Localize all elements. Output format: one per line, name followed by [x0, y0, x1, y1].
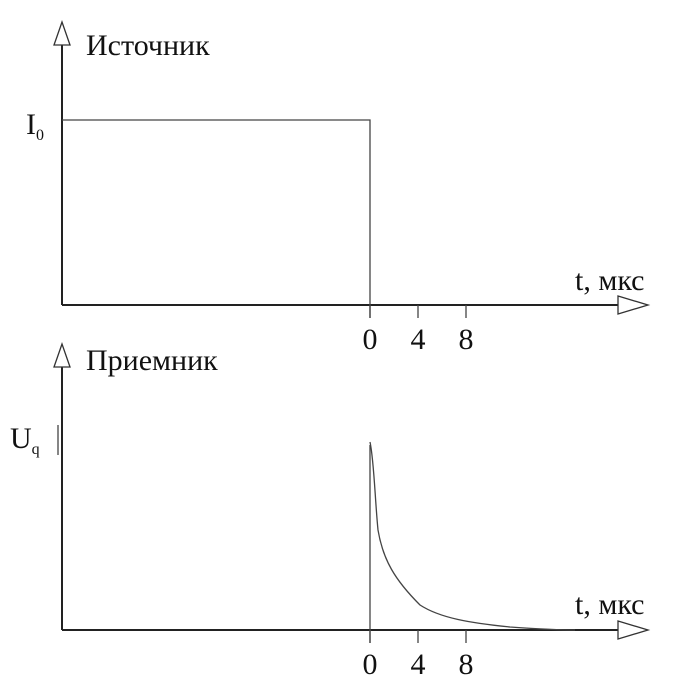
y-label-main: U [10, 422, 32, 455]
tick-label: 0 [363, 323, 378, 356]
y-label-main: I [26, 108, 36, 141]
x-label: t, мкс [575, 264, 644, 297]
tick-label: 0 [363, 648, 378, 675]
pulse [62, 119, 371, 318]
response-curve [369, 441, 576, 631]
x-label: t, мкс [575, 588, 644, 621]
y-label-sub: 0 [36, 127, 44, 144]
x-arrow [617, 295, 651, 315]
y-label-sub: q [32, 441, 40, 458]
tick-label: 8 [459, 323, 474, 356]
panel-title: Источник [86, 29, 210, 62]
panel-title: Приемник [86, 344, 218, 377]
ticks: 0 4 8 [363, 630, 474, 675]
x-arrow [617, 620, 651, 640]
tick-label: 4 [411, 323, 426, 356]
receiver-panel: Приемник Uq t, мкс 0 4 8 [10, 342, 651, 675]
y-label: Uq [10, 422, 40, 458]
tick-label: 4 [411, 648, 426, 675]
y-label: I0 [26, 108, 44, 144]
y-arrow [53, 342, 71, 368]
y-arrow [53, 20, 71, 46]
tick-label: 8 [459, 648, 474, 675]
